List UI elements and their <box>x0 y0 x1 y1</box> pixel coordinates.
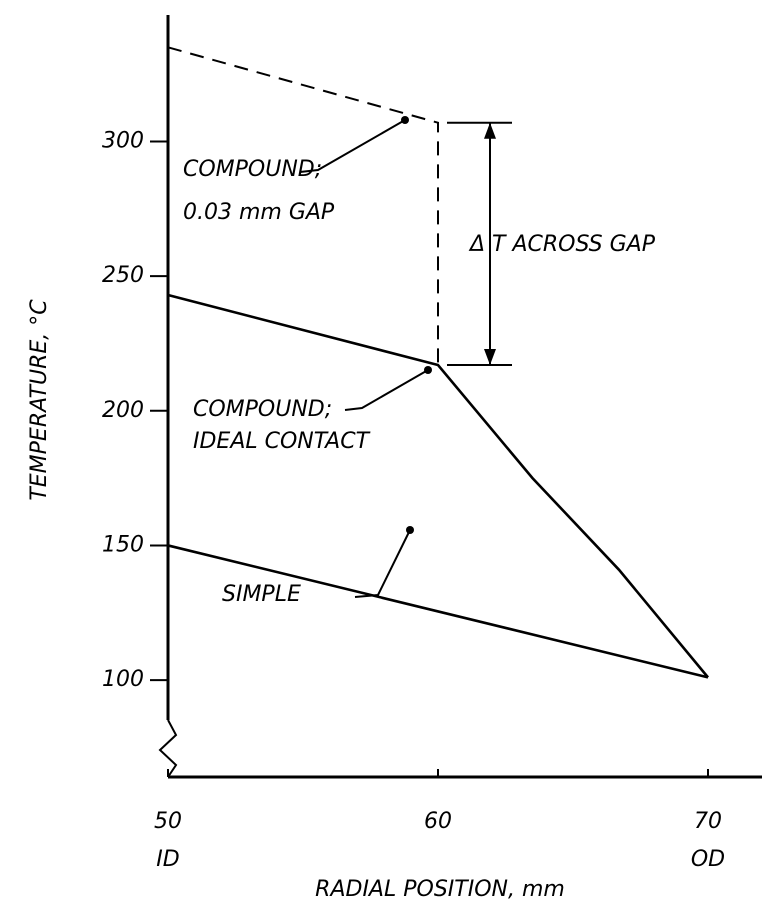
x-tick-label: 70 <box>694 809 722 834</box>
axis-break <box>158 719 178 778</box>
annotation: 0.03 mm GAP <box>183 200 335 225</box>
y-tick-label: 300 <box>102 129 144 154</box>
arrowhead <box>484 122 496 139</box>
y-tick-label: 150 <box>102 532 144 557</box>
leader <box>354 529 411 598</box>
annotation: IDEAL CONTACT <box>193 429 371 454</box>
series-line <box>167 293 710 679</box>
annotation: COMPOUND; <box>183 157 322 182</box>
leader-tip <box>406 526 414 534</box>
y-tick-label: 100 <box>102 667 144 692</box>
x-tick-label: 60 <box>424 809 452 834</box>
leader-tip <box>424 366 432 374</box>
series-line <box>167 544 709 679</box>
leader <box>299 119 406 173</box>
annotation: COMPOUND; <box>193 397 332 422</box>
x-tick-label: 50 <box>154 809 182 834</box>
arrowhead <box>484 349 496 366</box>
annotation: ID <box>156 847 179 872</box>
y-tick-label: 250 <box>102 263 144 288</box>
y-axis-label: TEMPERATURE, °C <box>27 299 52 501</box>
y-tick-label: 200 <box>102 398 144 423</box>
leader-tip <box>401 116 409 124</box>
annotation: Δ T ACROSS GAP <box>468 232 656 257</box>
series-line <box>167 46 439 366</box>
x-axis-label: RADIAL POSITION, mm <box>315 877 565 902</box>
annotation: OD <box>691 847 725 872</box>
leader <box>344 369 429 411</box>
annotation: SIMPLE <box>222 582 301 607</box>
